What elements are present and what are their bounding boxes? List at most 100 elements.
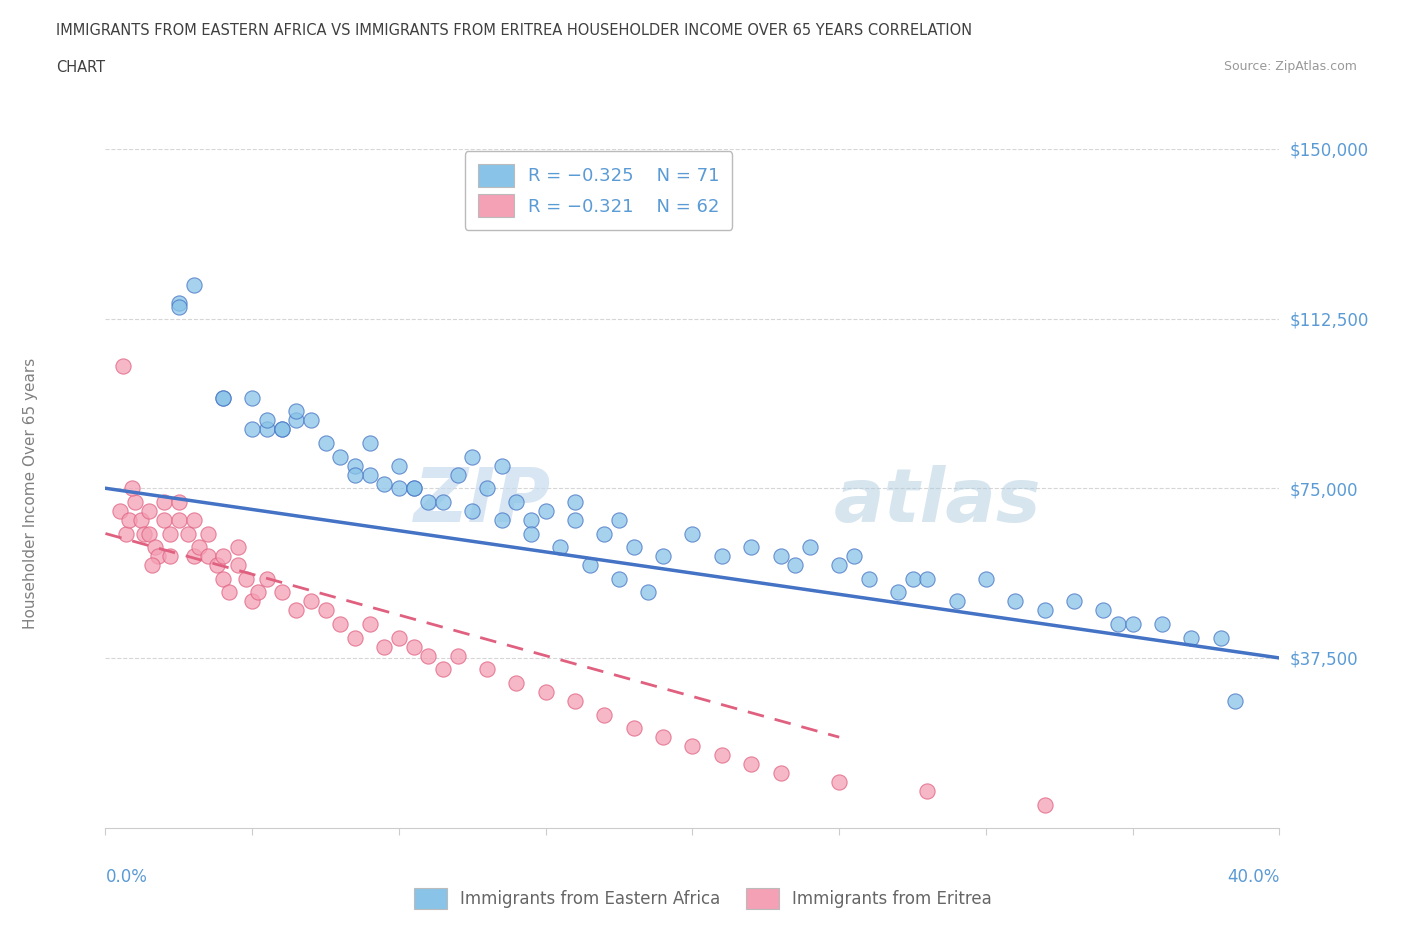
Point <box>769 766 792 781</box>
Point <box>138 526 160 541</box>
Point <box>167 512 190 527</box>
Point <box>505 675 527 690</box>
Point <box>256 413 278 428</box>
Point <box>211 571 233 586</box>
Point <box>520 526 543 541</box>
Point <box>652 549 675 564</box>
Point <box>740 757 762 772</box>
Point <box>1209 631 1232 645</box>
Point <box>887 585 910 600</box>
Point <box>183 549 205 564</box>
Point <box>240 391 263 405</box>
Point <box>799 539 821 554</box>
Point <box>270 422 292 437</box>
Point <box>373 476 395 491</box>
Point <box>167 295 190 310</box>
Text: ZIP: ZIP <box>415 465 551 538</box>
Point <box>1150 617 1173 631</box>
Point <box>218 585 240 600</box>
Point <box>432 495 454 510</box>
Point <box>299 413 322 428</box>
Legend: R = −0.325    N = 71, R = −0.321    N = 62: R = −0.325 N = 71, R = −0.321 N = 62 <box>465 151 733 230</box>
Point <box>637 585 659 600</box>
Point <box>188 539 211 554</box>
Point <box>373 639 395 654</box>
Point <box>315 435 337 450</box>
Point <box>1180 631 1202 645</box>
Point <box>607 571 630 586</box>
Point <box>343 631 366 645</box>
Point <box>270 585 292 600</box>
Point <box>112 359 135 374</box>
Point <box>167 299 190 314</box>
Point <box>285 404 308 418</box>
Point <box>148 549 170 564</box>
Point <box>183 277 205 292</box>
Point <box>402 639 425 654</box>
Text: Householder Income Over 65 years: Householder Income Over 65 years <box>24 357 38 629</box>
Text: IMMIGRANTS FROM EASTERN AFRICA VS IMMIGRANTS FROM ERITREA HOUSEHOLDER INCOME OVE: IMMIGRANTS FROM EASTERN AFRICA VS IMMIGR… <box>56 23 973 38</box>
Point <box>593 707 616 722</box>
Legend: Immigrants from Eastern Africa, Immigrants from Eritrea: Immigrants from Eastern Africa, Immigran… <box>405 880 1001 917</box>
Point <box>578 558 600 573</box>
Point <box>623 721 645 736</box>
Point <box>197 526 219 541</box>
Point <box>461 449 484 464</box>
Point <box>974 571 997 586</box>
Point <box>183 512 205 527</box>
Point <box>1225 694 1247 709</box>
Point <box>564 495 586 510</box>
Point <box>124 495 146 510</box>
Point <box>359 467 381 482</box>
Point <box>1092 603 1115 618</box>
Point <box>226 539 249 554</box>
Point <box>769 549 792 564</box>
Point <box>388 458 411 473</box>
Point <box>1122 617 1144 631</box>
Point <box>315 603 337 618</box>
Text: Source: ZipAtlas.com: Source: ZipAtlas.com <box>1223 60 1357 73</box>
Point <box>121 481 143 496</box>
Point <box>129 512 152 527</box>
Point <box>118 512 141 527</box>
Point <box>285 413 308 428</box>
Point <box>475 662 498 677</box>
Point <box>211 549 233 564</box>
Point <box>197 549 219 564</box>
Point <box>682 738 704 753</box>
Point <box>534 503 557 518</box>
Point <box>247 585 270 600</box>
Text: 40.0%: 40.0% <box>1227 869 1279 886</box>
Point <box>1033 603 1056 618</box>
Point <box>858 571 880 586</box>
Point <box>945 594 967 609</box>
Point <box>402 481 425 496</box>
Point <box>132 526 155 541</box>
Point <box>1004 594 1026 609</box>
Point <box>388 481 411 496</box>
Point <box>520 512 543 527</box>
Point <box>256 422 278 437</box>
Point <box>652 730 675 745</box>
Point <box>343 458 366 473</box>
Point <box>740 539 762 554</box>
Point <box>475 481 498 496</box>
Point <box>505 495 527 510</box>
Point <box>828 775 851 790</box>
Point <box>1063 594 1085 609</box>
Point <box>446 467 468 482</box>
Point <box>329 617 352 631</box>
Point <box>418 495 440 510</box>
Text: 0.0%: 0.0% <box>105 869 148 886</box>
Point <box>593 526 616 541</box>
Text: CHART: CHART <box>56 60 105 75</box>
Point <box>205 558 228 573</box>
Point <box>402 481 425 496</box>
Point <box>226 558 249 573</box>
Point <box>682 526 704 541</box>
Point <box>270 422 292 437</box>
Point <box>343 467 366 482</box>
Point <box>917 784 939 799</box>
Point <box>917 571 939 586</box>
Point <box>432 662 454 677</box>
